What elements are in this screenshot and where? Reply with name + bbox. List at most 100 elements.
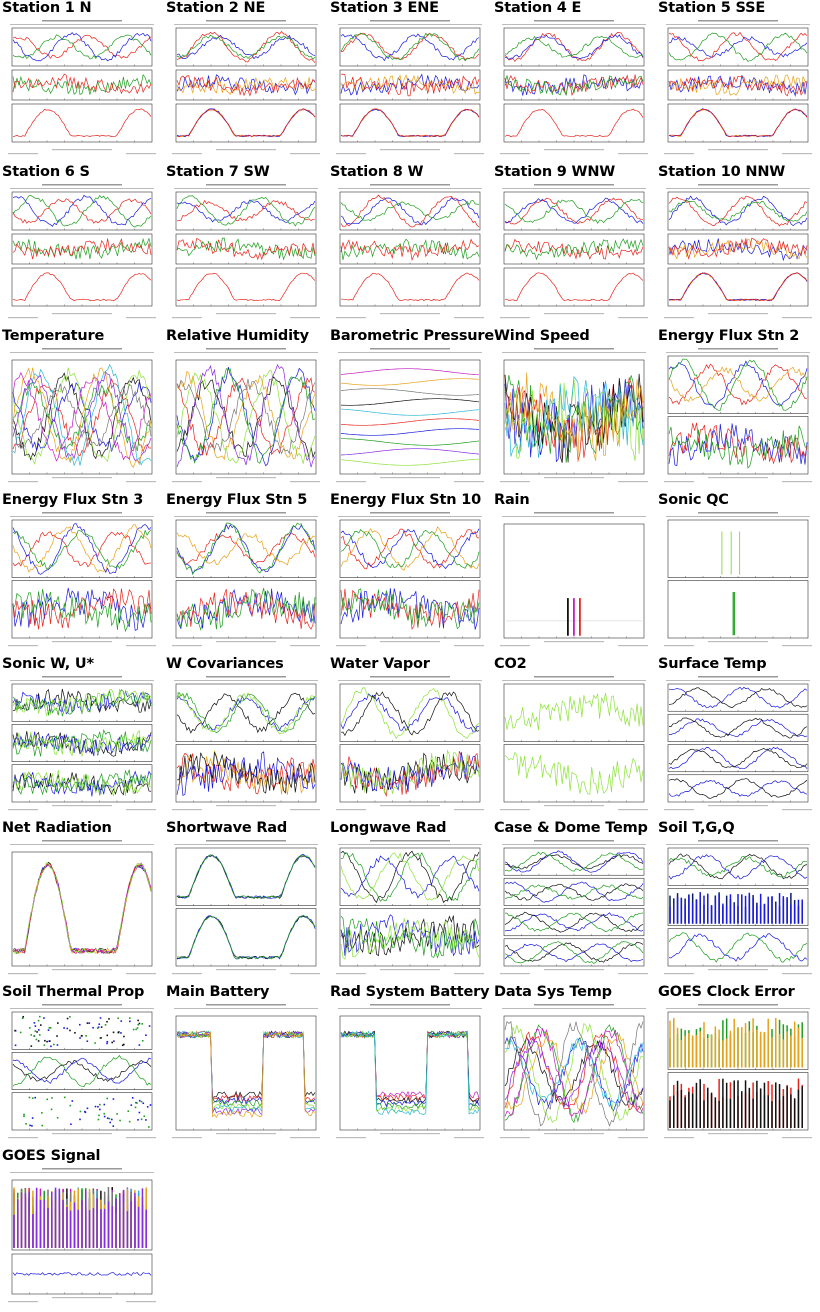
plot-thumbnail-link[interactable] [330, 346, 490, 486]
plot-panel-2 [11, 580, 153, 639]
data-dot [30, 1045, 33, 1047]
top-axis [10, 844, 154, 845]
plot-title-link[interactable]: Soil Thermal Prop [2, 984, 145, 1000]
plot-title-link[interactable]: Station 3 ENE [330, 0, 439, 16]
plot-thumbnail-link[interactable] [330, 18, 490, 158]
plot-panel-1 [667, 847, 809, 886]
plot-thumbnail-link[interactable] [2, 674, 162, 814]
plot-thumbnail-link[interactable] [330, 182, 490, 322]
plot-title-link[interactable]: Energy Flux Stn 3 [2, 492, 144, 508]
plot-thumbnail-link[interactable] [166, 346, 326, 486]
plot-title-link[interactable]: Station 5 SSE [658, 0, 766, 16]
plot-thumbnail-link[interactable] [494, 182, 654, 322]
plot-title-link[interactable]: Soil T,G,Q [658, 820, 735, 836]
plot-title-link[interactable]: Rad System Battery [330, 984, 490, 1000]
footer-note [500, 973, 530, 975]
plot-thumbnail-link[interactable] [494, 510, 654, 650]
plot-title-link[interactable]: Case & Dome Temp [494, 820, 648, 836]
plot-thumbnail-link[interactable] [494, 838, 654, 978]
plot-thumbnail-link[interactable] [166, 838, 326, 978]
top-axis [666, 352, 810, 353]
plot-title-link[interactable]: Shortwave Rad [166, 820, 288, 836]
series-line [340, 528, 480, 570]
plot-title-link[interactable]: Station 7 SW [166, 164, 270, 180]
plot-title-link[interactable]: Energy Flux Stn 2 [658, 328, 800, 344]
series-line [668, 358, 808, 411]
footer-stamp [126, 153, 156, 155]
plot-title-link[interactable]: Sonic QC [658, 492, 729, 508]
plot-thumbnail-link[interactable] [330, 674, 490, 814]
plot-thumbnail-link[interactable] [330, 838, 490, 978]
plot-thumbnail-link[interactable] [166, 674, 326, 814]
plot-title-link[interactable]: Station 9 WNW [494, 164, 616, 180]
plot-title-link[interactable]: Wind Speed [494, 328, 590, 344]
plot-thumbnail-link[interactable] [166, 510, 326, 650]
plot-thumbnail-image [172, 676, 320, 811]
plot-thumbnail-link[interactable] [658, 18, 818, 158]
plot-thumbnail-link[interactable] [2, 1166, 162, 1306]
plot-title-link[interactable]: Station 8 W [330, 164, 424, 180]
plot-thumbnail-link[interactable] [2, 510, 162, 650]
plot-panel-3 [175, 103, 317, 143]
plot-thumbnail-link[interactable] [2, 838, 162, 978]
plot-title-link[interactable]: Station 6 S [2, 164, 90, 180]
plot-title-link[interactable]: CO2 [494, 656, 527, 672]
plot-title-link[interactable]: Temperature [2, 328, 105, 344]
plot-thumbnail-link[interactable] [658, 1002, 818, 1142]
footer-note [336, 153, 366, 155]
data-dot [51, 1097, 53, 1099]
plot-thumbnail-link[interactable] [2, 182, 162, 322]
plot-title-link[interactable]: Main Battery [166, 984, 270, 1000]
plot-thumbnail-link[interactable] [166, 1002, 326, 1142]
plot-thumbnail-link[interactable] [2, 1002, 162, 1142]
plot-thumbnail-link[interactable] [2, 18, 162, 158]
plot-panel-2 [339, 580, 481, 639]
plot-title-link[interactable]: W Covariances [166, 656, 284, 672]
plot-thumbnail-link[interactable] [658, 674, 818, 814]
footer-stamp [126, 1301, 156, 1303]
plot-title-link[interactable]: Water Vapor [330, 656, 430, 672]
plot-title-link[interactable]: Barometric Pressure [330, 328, 494, 344]
plot-thumbnail-link[interactable] [658, 838, 818, 978]
plot-title-link[interactable]: GOES Clock Error [658, 984, 795, 1000]
plot-thumbnail-link[interactable] [330, 510, 490, 650]
top-axis [502, 680, 646, 681]
plot-thumbnail-link[interactable] [2, 346, 162, 486]
plot-thumbnail-link[interactable] [494, 18, 654, 158]
plot-title-link[interactable]: Relative Humidity [166, 328, 309, 344]
plot-title-link[interactable]: Rain [494, 492, 530, 508]
plot-thumbnail-link[interactable] [166, 182, 326, 322]
plot-title-link[interactable]: Data Sys Temp [494, 984, 612, 1000]
series-line [176, 588, 316, 630]
plot-title-link[interactable]: GOES Signal [2, 1148, 101, 1164]
plot-caption [42, 512, 122, 514]
data-dot [138, 1022, 141, 1025]
footer-stamp [618, 973, 648, 975]
plot-thumbnail-link[interactable] [658, 182, 818, 322]
plot-thumbnail-link[interactable] [494, 346, 654, 486]
data-dot [99, 1108, 101, 1111]
plot-title-link[interactable]: Station 4 E [494, 0, 582, 16]
plot-title-link[interactable]: Surface Temp [658, 656, 767, 672]
series-line [12, 32, 152, 62]
series-line [668, 366, 808, 402]
plot-title-link[interactable]: Longwave Rad [330, 820, 447, 836]
plot-title-link[interactable]: Energy Flux Stn 10 [330, 492, 482, 508]
plot-title-link[interactable]: Station 10 NNW [658, 164, 786, 180]
plot-thumbnail-link[interactable] [494, 1002, 654, 1142]
plot-title-link[interactable]: Net Radiation [2, 820, 112, 836]
plot-title-link[interactable]: Sonic W, U* [2, 656, 94, 672]
plot-thumbnail-link[interactable] [494, 674, 654, 814]
plot-thumbnail-link[interactable] [330, 1002, 490, 1142]
series-line [340, 194, 480, 228]
plot-title-link[interactable]: Energy Flux Stn 5 [166, 492, 308, 508]
data-dot [108, 1018, 110, 1020]
plot-title-link[interactable]: Station 1 N [2, 0, 92, 16]
series-line [176, 199, 316, 223]
plot-thumbnail-link[interactable] [166, 18, 326, 158]
plot-cell-station-8-w: Station 8 W [330, 164, 490, 324]
plot-thumbnail-link[interactable] [658, 346, 818, 486]
plot-title-link[interactable]: Station 2 NE [166, 0, 266, 16]
plot-thumbnail-link[interactable] [658, 510, 818, 650]
footer-note [336, 973, 366, 975]
